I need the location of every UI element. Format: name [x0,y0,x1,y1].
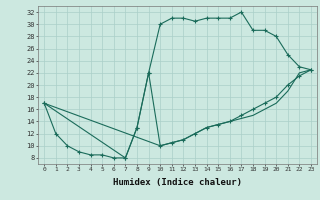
X-axis label: Humidex (Indice chaleur): Humidex (Indice chaleur) [113,178,242,187]
